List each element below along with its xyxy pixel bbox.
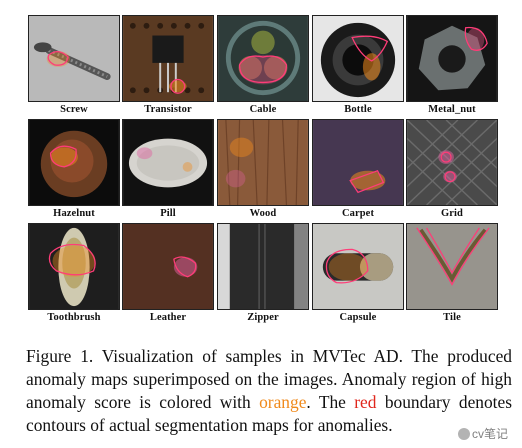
label-hazelnut: Hazelnut	[53, 208, 95, 219]
label-bottle: Bottle	[344, 104, 372, 115]
label-pill: Pill	[160, 208, 176, 219]
caption-orange-word: orange	[259, 392, 307, 412]
transistor-image	[122, 15, 214, 102]
label-leather: Leather	[149, 312, 187, 323]
pill-image	[122, 119, 214, 206]
cable-image	[217, 15, 309, 102]
caption-text-1: Figure 1. Visualization of samples in MV…	[26, 346, 512, 412]
figure-grid: Screw Transistor	[28, 15, 498, 327]
label-wood: Wood	[249, 208, 277, 219]
zipper-image	[217, 223, 309, 310]
label-grid: Grid	[441, 208, 463, 219]
grid-image	[406, 119, 498, 206]
label-transistor: Transistor	[144, 104, 192, 115]
label-capsule: Capsule	[339, 312, 377, 323]
caption-text-3: boundary denotes contours of actual segm…	[26, 392, 512, 435]
caption-text-2: . The	[306, 392, 355, 412]
hazelnut-image	[28, 119, 120, 206]
label-carpet: Carpet	[341, 208, 375, 219]
caption-red-word: red	[354, 392, 377, 412]
capsule-image	[312, 223, 404, 310]
label-cable: Cable	[249, 104, 277, 115]
screw-image	[28, 15, 120, 102]
watermark: cv笔记	[457, 425, 508, 442]
label-zipper: Zipper	[247, 312, 279, 323]
watermark-text: cv笔记	[471, 427, 508, 441]
wood-image	[217, 119, 309, 206]
label-tile: Tile	[443, 312, 461, 323]
carpet-image	[312, 119, 404, 206]
wechat-icon	[457, 428, 470, 440]
label-metal-nut: Metal_nut	[428, 104, 476, 115]
tile-image	[406, 223, 498, 310]
label-screw: Screw	[60, 104, 88, 115]
label-toothbrush: Toothbrush	[47, 312, 101, 323]
leather-image	[122, 223, 214, 310]
toothbrush-image	[28, 223, 120, 310]
metal-nut-image	[406, 15, 498, 102]
figure-caption: Figure 1. Visualization of samples in MV…	[26, 345, 512, 437]
bottle-image	[312, 15, 404, 102]
